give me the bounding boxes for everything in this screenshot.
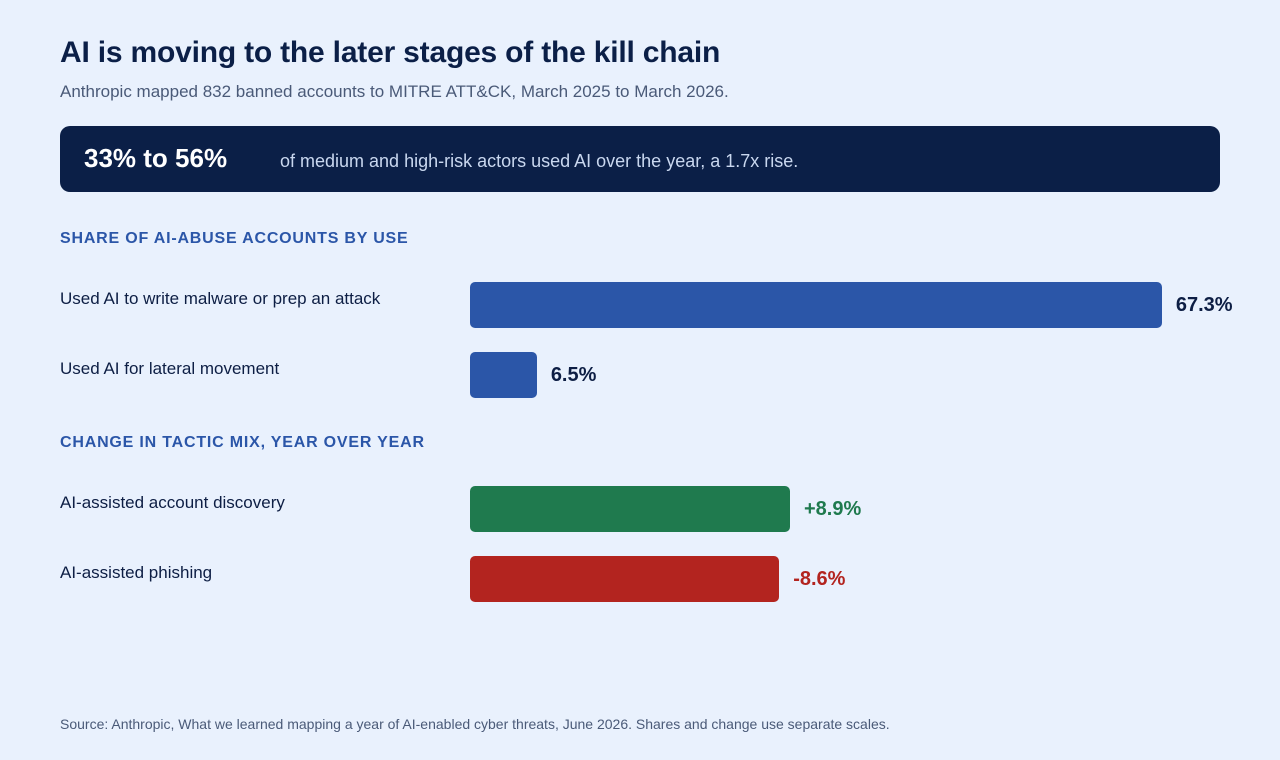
chart-subtitle: Anthropic mapped 832 banned accounts to … xyxy=(60,82,729,101)
section-heading-share: SHARE OF AI-ABUSE ACCOUNTS BY USE xyxy=(60,230,409,247)
section-heading-change: CHANGE IN TACTIC MIX, YEAR OVER YEAR xyxy=(60,434,425,451)
bar-label-lateral-movement: Used AI for lateral movement xyxy=(60,359,280,378)
bar-label-account-discovery: AI-assisted account discovery xyxy=(60,493,285,512)
bar-phishing xyxy=(470,556,780,602)
bar-value-account-discovery: +8.9% xyxy=(804,498,862,520)
bar-value-phishing: -8.6% xyxy=(793,568,846,590)
bar-malware xyxy=(470,282,1162,328)
chart-title: AI is moving to the later stages of the … xyxy=(60,36,721,69)
key-stat-banner: 33% to 56% of medium and high-risk actor… xyxy=(60,126,1220,192)
bar-label-phishing: AI-assisted phishing xyxy=(60,563,213,582)
bar-label-malware: Used AI to write malware or prep an atta… xyxy=(60,289,381,308)
bar-value-lateral-movement: 6.5% xyxy=(550,364,597,386)
banner-stat: 33% to 56% xyxy=(84,143,228,173)
bar-lateral-movement xyxy=(470,352,537,398)
banner-text: of medium and high-risk actors used AI o… xyxy=(280,151,799,171)
bar-account-discovery xyxy=(470,486,790,532)
bar-value-malware: 67.3% xyxy=(1175,294,1233,316)
source-note: Source: Anthropic, What we learned mappi… xyxy=(60,716,890,732)
